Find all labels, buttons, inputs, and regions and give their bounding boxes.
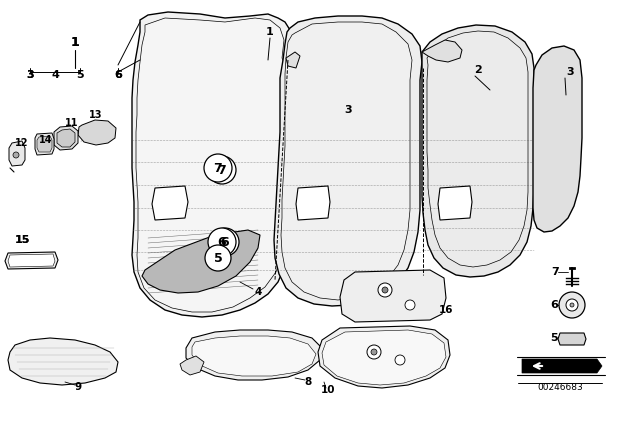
Text: 16: 16 [439, 305, 453, 315]
Text: 15: 15 [14, 235, 29, 245]
Text: 7: 7 [218, 164, 227, 177]
Polygon shape [522, 359, 602, 373]
Circle shape [208, 228, 236, 256]
Text: 13: 13 [89, 110, 103, 120]
Text: 6: 6 [114, 70, 122, 80]
Text: 1: 1 [266, 27, 274, 37]
Polygon shape [438, 186, 472, 220]
Text: 7: 7 [214, 161, 222, 175]
Polygon shape [322, 330, 446, 385]
Circle shape [13, 152, 19, 158]
Circle shape [211, 228, 239, 256]
Polygon shape [180, 356, 204, 375]
Polygon shape [8, 338, 118, 385]
Circle shape [570, 303, 574, 307]
Polygon shape [37, 136, 52, 152]
Circle shape [559, 292, 585, 318]
Text: 5: 5 [550, 333, 558, 343]
Polygon shape [318, 326, 450, 388]
Circle shape [405, 300, 415, 310]
Polygon shape [132, 12, 298, 317]
Text: 2: 2 [474, 65, 482, 75]
Text: 12: 12 [15, 138, 29, 148]
Polygon shape [152, 186, 188, 220]
Polygon shape [186, 330, 322, 380]
Text: 3: 3 [26, 70, 34, 80]
Text: 6: 6 [114, 70, 122, 80]
Text: 8: 8 [305, 377, 312, 387]
Polygon shape [5, 252, 58, 269]
Polygon shape [54, 126, 78, 150]
Polygon shape [340, 270, 446, 322]
Text: 6: 6 [550, 300, 558, 310]
Circle shape [371, 349, 377, 355]
Polygon shape [9, 141, 25, 166]
Text: 10: 10 [321, 385, 335, 395]
Text: 11: 11 [65, 118, 79, 128]
Circle shape [382, 287, 388, 293]
Polygon shape [274, 16, 422, 306]
Text: 3: 3 [26, 70, 34, 80]
Polygon shape [8, 254, 55, 267]
Polygon shape [533, 46, 582, 232]
Text: 4: 4 [254, 287, 262, 297]
Text: 5: 5 [214, 251, 222, 264]
Text: 4: 4 [51, 70, 59, 80]
Circle shape [208, 156, 236, 184]
Text: 6: 6 [221, 236, 229, 249]
Circle shape [205, 245, 231, 271]
Polygon shape [35, 133, 54, 155]
Text: 15: 15 [14, 235, 29, 245]
Text: 14: 14 [39, 135, 52, 145]
Text: 00246683: 00246683 [537, 383, 583, 392]
Polygon shape [422, 25, 534, 277]
Polygon shape [142, 230, 260, 293]
Polygon shape [558, 333, 586, 345]
Polygon shape [192, 336, 316, 376]
Circle shape [378, 283, 392, 297]
Circle shape [395, 355, 405, 365]
Polygon shape [422, 40, 462, 62]
Polygon shape [78, 120, 116, 145]
Polygon shape [136, 18, 292, 312]
Text: 3: 3 [344, 105, 352, 115]
Polygon shape [281, 22, 412, 300]
Polygon shape [427, 31, 528, 267]
Text: 1: 1 [70, 35, 79, 48]
Text: 1: 1 [70, 35, 79, 48]
Circle shape [367, 345, 381, 359]
Circle shape [566, 299, 578, 311]
Text: 5: 5 [76, 70, 84, 80]
Polygon shape [57, 129, 75, 147]
Text: 7: 7 [551, 267, 559, 277]
Polygon shape [296, 186, 330, 220]
Text: 9: 9 [74, 382, 81, 392]
Polygon shape [286, 52, 300, 68]
Text: 6: 6 [218, 236, 227, 249]
Text: 3: 3 [566, 67, 574, 77]
Circle shape [204, 154, 232, 182]
